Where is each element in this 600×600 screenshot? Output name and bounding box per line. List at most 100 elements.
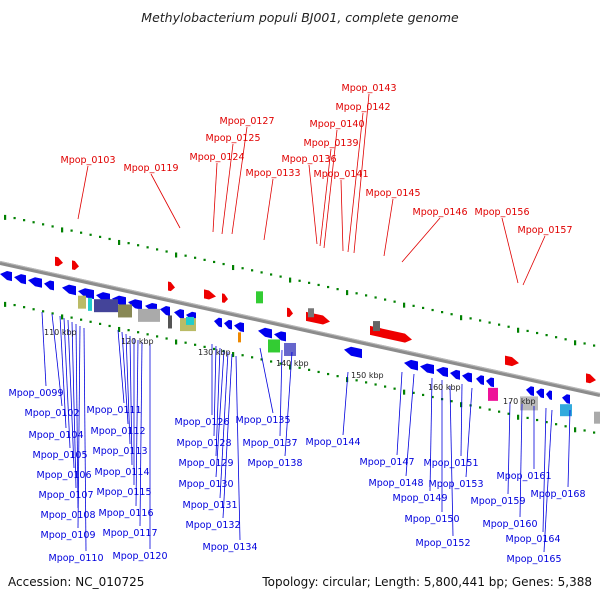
reverse-leader-line xyxy=(396,371,403,456)
gene-box-navy xyxy=(94,299,118,313)
reverse-gene-label: Mpop_0149 xyxy=(393,493,448,504)
tick-dot-top xyxy=(137,244,140,247)
forward-leader-line xyxy=(353,93,370,254)
forward-leader-line xyxy=(323,129,338,249)
tick-dot-top xyxy=(422,306,425,310)
tick-dot-top xyxy=(346,290,349,296)
tick-dot-bottom xyxy=(517,414,520,420)
tick-dot-top xyxy=(127,242,130,245)
tick-dot-top xyxy=(488,321,491,324)
tick-dot-top xyxy=(80,231,83,234)
reverse-gene-label: Mpop_0164 xyxy=(506,534,561,545)
tick-dot-top xyxy=(32,221,35,224)
reverse-gene-label: Mpop_0132 xyxy=(186,520,241,531)
reverse-leader-line xyxy=(460,383,463,457)
tick-dot-bottom xyxy=(61,314,64,320)
gene-box-gray xyxy=(308,308,314,318)
backbone-highlight xyxy=(0,260,600,394)
reverse-leader-line xyxy=(129,335,133,466)
gene-labels: Mpop_0103 Mpop_0119 Mpop_0124 Mpop_0125 Mpop… xyxy=(9,83,586,565)
tick-dot-bottom xyxy=(498,410,501,413)
forward-leader-line xyxy=(308,164,318,245)
tick-dot-top xyxy=(545,334,548,337)
reverse-leader-line xyxy=(77,325,81,529)
tick-dot-bottom xyxy=(270,360,273,363)
reverse-gene-arrow xyxy=(450,369,460,380)
forward-gene-arrow xyxy=(287,307,293,318)
reverse-leader-line xyxy=(219,351,229,499)
tick-dot-bottom xyxy=(355,379,358,382)
tick-dot-top xyxy=(270,273,273,276)
tick-dot-top xyxy=(23,219,26,222)
gene-box-gray xyxy=(373,321,380,332)
reverse-leader-line xyxy=(543,409,553,553)
tick-dot-top xyxy=(51,225,54,228)
reverse-leader-line xyxy=(51,313,63,407)
gene-box-green xyxy=(268,339,280,353)
forward-gene-arrow xyxy=(222,293,228,303)
reverse-gene-arrow xyxy=(344,346,362,359)
tick-dot-top xyxy=(42,223,45,226)
tick-dot-bottom xyxy=(289,364,292,370)
reverse-leader-line xyxy=(139,341,143,527)
tick-dot-bottom xyxy=(460,402,463,408)
reverse-gene-label: Mpop_0148 xyxy=(369,478,424,489)
forward-leader-line xyxy=(347,112,364,253)
reverse-leader-line xyxy=(449,385,454,537)
tick-dot-bottom xyxy=(127,329,130,332)
reverse-leader-line xyxy=(222,353,233,519)
kbp-label: 130 kbp xyxy=(198,348,231,357)
forward-leader-line xyxy=(340,179,344,252)
tick-dot-bottom xyxy=(327,372,330,376)
reverse-gene-label: Mpop_0105 xyxy=(33,450,88,461)
reverse-leader-line xyxy=(284,351,293,457)
reverse-gene-label: Mpop_0147 xyxy=(360,457,415,468)
reverse-leader-line xyxy=(567,409,571,488)
reverse-leader-line xyxy=(542,407,547,533)
tick-dot-top xyxy=(184,254,187,257)
tick-dot-top xyxy=(384,298,387,301)
reverse-leader-line xyxy=(213,345,217,437)
tick-dot-top xyxy=(165,250,168,253)
gene-box-khaki xyxy=(78,295,86,309)
reverse-leader-line xyxy=(215,349,225,478)
reverse-gene-arrow xyxy=(78,288,94,300)
gene-box-magenta xyxy=(488,387,498,401)
reverse-leader-line xyxy=(41,311,47,387)
reverse-gene-arrow xyxy=(462,372,472,383)
tick-dot-top xyxy=(431,308,434,312)
reverse-gene-label: Mpop_0134 xyxy=(203,542,258,553)
forward-gene-label: Mpop_0143 xyxy=(342,83,397,94)
forward-gene-label: Mpop_0156 xyxy=(475,207,530,218)
accession-text: Accession: NC_010725 xyxy=(8,575,145,589)
forward-leader-line xyxy=(319,148,332,247)
tick-dot-top xyxy=(317,283,320,287)
reverse-gene-label: Mpop_0126 xyxy=(175,417,230,428)
tick-dot-top xyxy=(213,260,216,264)
map-title: Methylobacterium populi BJ001, complete … xyxy=(141,10,459,25)
genome-summary-text: Topology: circular; Length: 5,800,441 bp… xyxy=(262,575,592,589)
tick-dot-top xyxy=(260,271,263,274)
reverse-leader-line xyxy=(71,321,77,489)
reverse-gene-arrow xyxy=(214,317,222,328)
forward-leader-line xyxy=(383,198,394,257)
tick-dot-bottom xyxy=(13,303,16,307)
tick-dot-top xyxy=(374,296,377,299)
tick-dot-top xyxy=(507,325,510,328)
reverse-gene-arrow xyxy=(436,366,448,378)
reverse-gene-label: Mpop_0099 xyxy=(9,388,64,399)
reverse-leader-line xyxy=(279,349,283,437)
tick-dot-bottom xyxy=(260,358,263,361)
forward-gene-label: Mpop_0142 xyxy=(336,102,391,113)
reverse-leader-line xyxy=(75,323,79,509)
tick-dot-top xyxy=(13,216,16,220)
forward-gene-label: Mpop_0141 xyxy=(314,169,369,180)
reverse-leader-line xyxy=(519,403,523,518)
tick-dot-top xyxy=(327,285,330,289)
tick-dot-top xyxy=(403,302,406,308)
reverse-gene-arrow xyxy=(274,331,286,342)
tick-dot-top xyxy=(365,294,368,297)
reverse-gene-label: Mpop_0137 xyxy=(243,438,298,449)
tick-dot-bottom xyxy=(118,326,121,332)
tick-dot-bottom xyxy=(108,324,111,328)
